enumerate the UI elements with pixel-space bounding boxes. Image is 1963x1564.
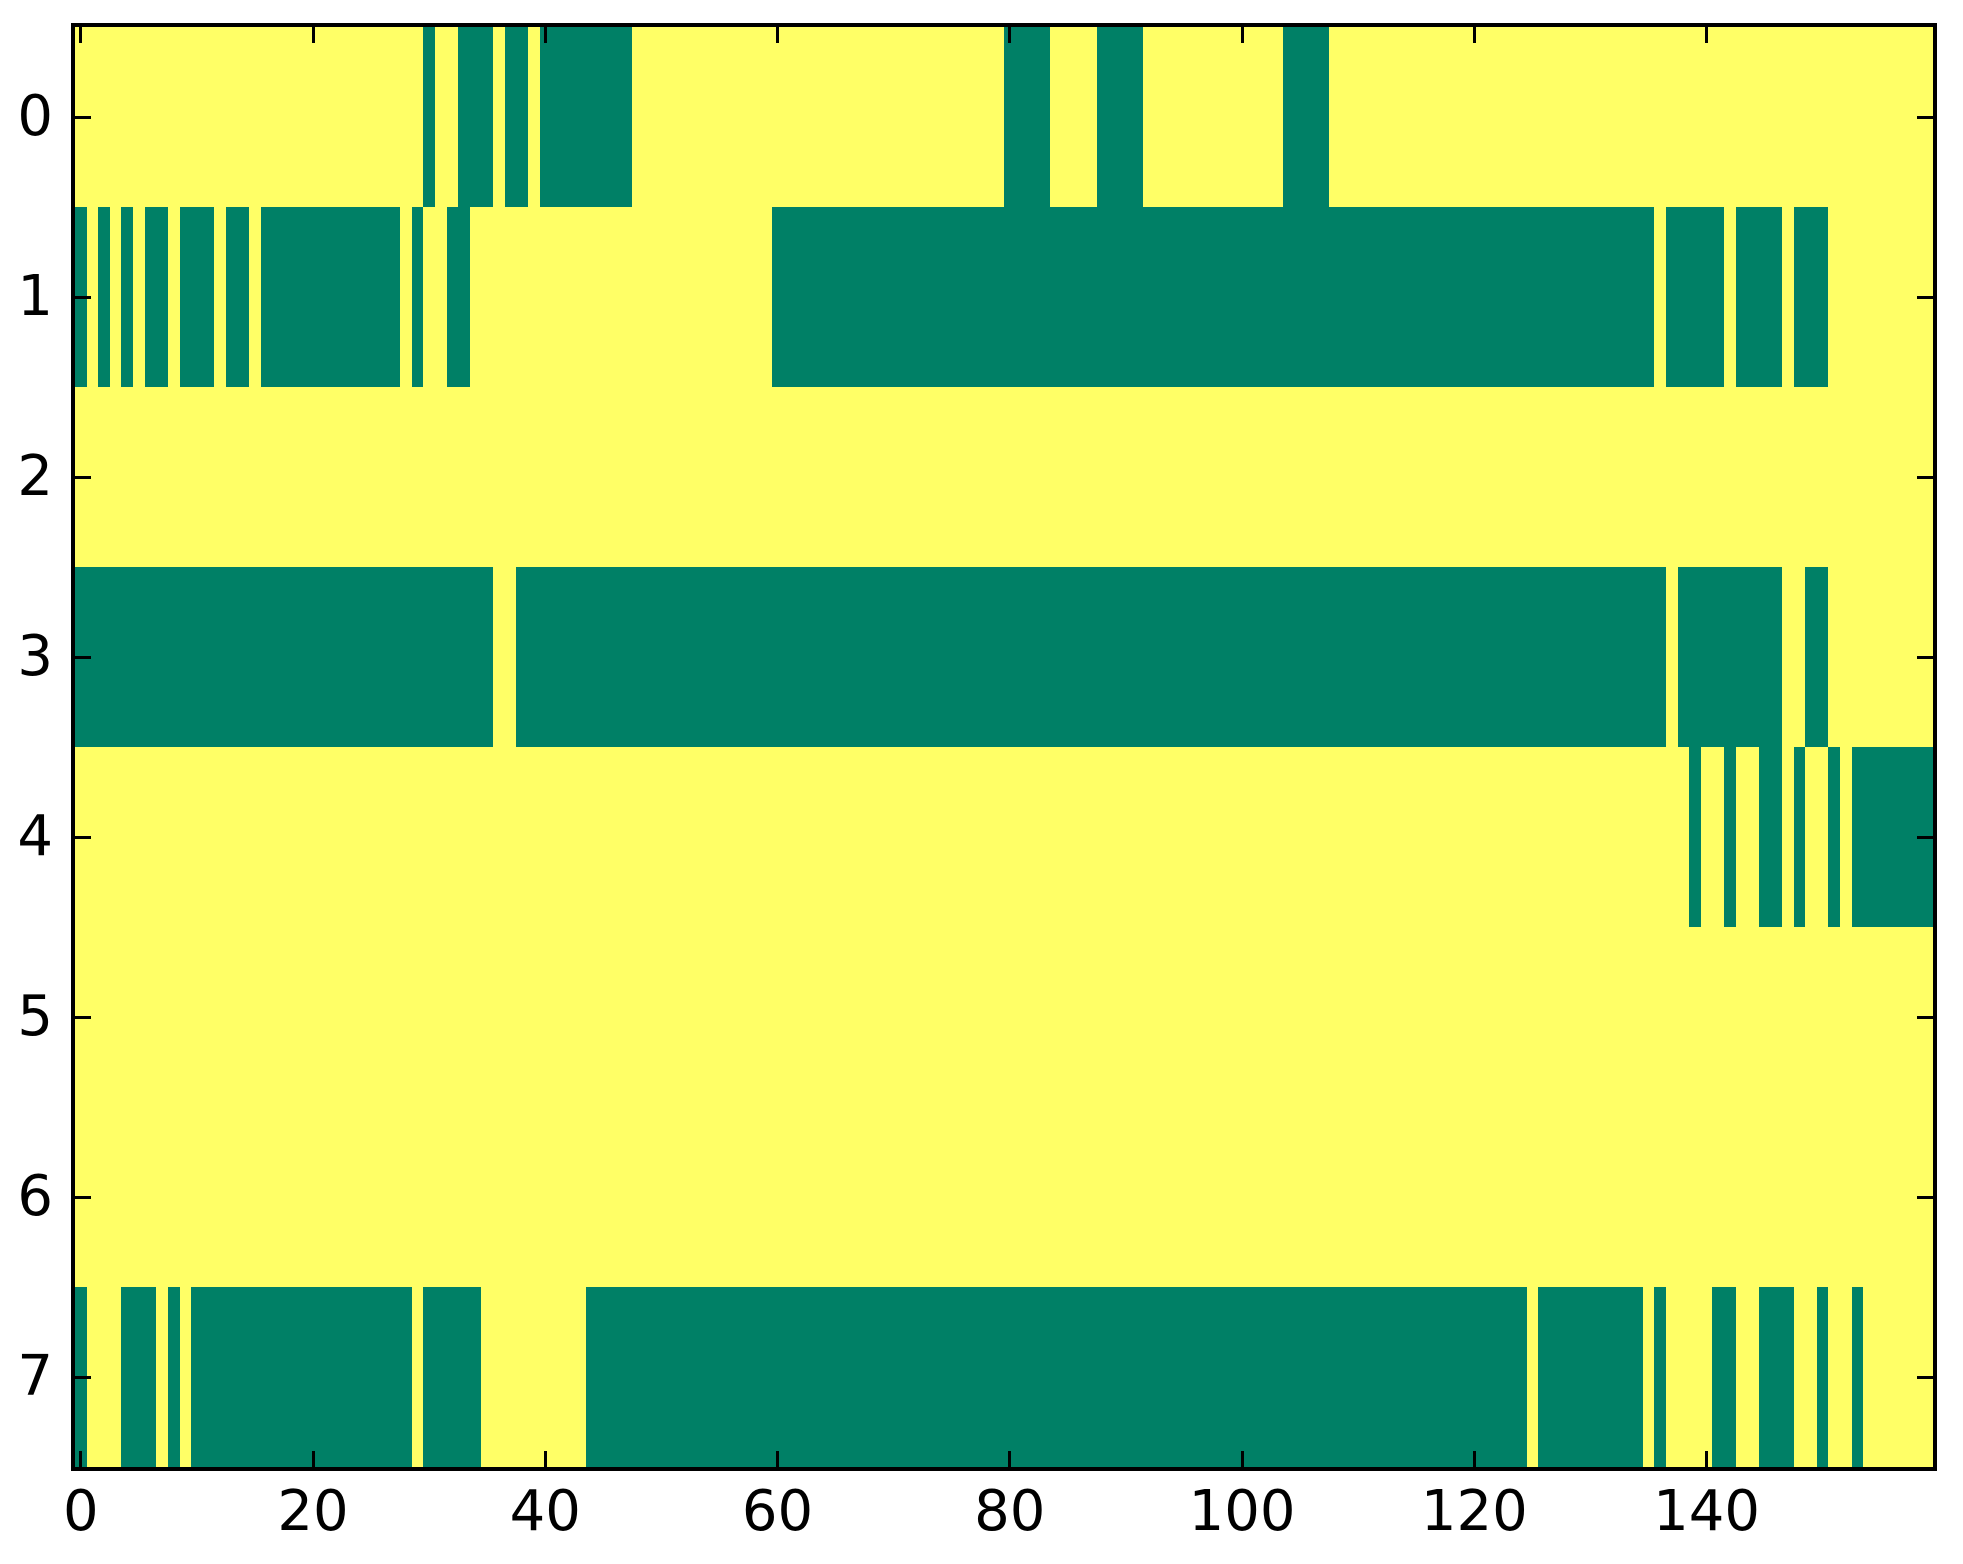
heatmap-segment-row7-11 [1851,1287,1864,1467]
heatmap-segment-row4-3 [1793,747,1806,927]
heatmap-segment-row7-10 [1816,1287,1829,1467]
x-axis-tick-top-0 [79,27,83,43]
x-axis-tick-top-20 [311,27,315,43]
x-axis-tick-bottom-0 [79,1451,83,1467]
heatmap-segment-row4-4 [1828,747,1841,927]
heatmap-segment-row0-4 [1004,27,1051,207]
heatmap-segment-row0-0 [423,27,435,207]
y-tick-label-0: 0 [17,84,53,149]
heatmap-segment-row0-6 [1282,27,1330,207]
heatmap-segment-row1-5 [225,207,250,387]
heatmap-segment-row7-9 [1758,1287,1794,1467]
heatmap-segment-row1-8 [446,207,470,387]
x-axis-tick-top-100 [1240,27,1244,43]
y-axis-tick-right-0 [1917,115,1933,119]
y-axis-tick-left-1 [75,295,91,299]
heatmap-segment-row4-1 [1723,747,1736,927]
heatmap-segment-row1-4 [179,207,215,387]
y-axis-tick-right-4 [1917,835,1933,839]
y-tick-label-1: 1 [17,264,53,329]
heatmap-segment-row1-1 [98,207,110,387]
x-axis-tick-bottom-120 [1472,1451,1476,1467]
heatmap-segment-row1-12 [1793,207,1829,387]
x-axis-tick-bottom-80 [1008,1451,1012,1467]
y-axis-tick-left-7 [75,1375,91,1379]
y-axis-tick-right-6 [1917,1195,1933,1199]
x-tick-label-100: 100 [1188,1479,1296,1544]
x-tick-label-60: 60 [741,1479,814,1544]
y-axis-tick-left-6 [75,1195,91,1199]
x-axis-tick-bottom-40 [543,1451,547,1467]
y-axis-tick-right-5 [1917,1015,1933,1019]
x-tick-label-140: 140 [1653,1479,1760,1544]
heatmap-segment-row1-11 [1735,207,1783,387]
heatmap-segment-row1-3 [144,207,168,387]
x-axis-tick-top-40 [543,27,547,43]
heatmap-segment-row1-2 [121,207,134,387]
y-axis-tick-right-3 [1917,655,1933,659]
x-tick-label-40: 40 [509,1479,581,1544]
heatmap-segment-row7-5 [585,1287,1527,1467]
y-tick-label-4: 4 [17,804,53,869]
x-axis-tick-top-60 [776,27,780,43]
heatmap-segment-row3-0 [75,567,494,747]
x-axis-tick-bottom-60 [776,1451,780,1467]
heatmap-segment-row7-1 [121,1287,157,1467]
y-axis-tick-right-1 [1917,295,1933,299]
y-axis-tick-left-4 [75,835,91,839]
x-tick-label-0: 0 [62,1479,99,1544]
x-axis-tick-bottom-140 [1705,1451,1709,1467]
x-tick-label-80: 80 [974,1479,1046,1544]
y-axis-tick-right-2 [1917,475,1933,479]
heatmap-segment-row7-6 [1538,1287,1643,1467]
heatmap-segment-row7-8 [1712,1287,1736,1467]
heatmap-segment-row0-5 [1096,27,1144,207]
heatmap-segment-row1-6 [260,207,401,387]
x-axis-tick-bottom-20 [311,1451,315,1467]
y-tick-label-3: 3 [17,624,53,689]
x-axis-tick-top-80 [1008,27,1012,43]
heatmap-segment-row3-2 [1677,567,1783,747]
y-tick-label-7: 7 [17,1344,53,1409]
x-axis-tick-top-140 [1705,27,1709,43]
heatmap-segment-row0-2 [504,27,528,207]
heatmap-segment-row1-7 [411,207,424,387]
y-axis-tick-left-3 [75,655,91,659]
heatmap-segment-row3-3 [1805,567,1829,747]
y-tick-label-6: 6 [17,1164,53,1229]
y-tick-label-2: 2 [17,444,53,509]
y-axis-tick-right-7 [1917,1375,1933,1379]
y-axis-tick-left-0 [75,115,91,119]
heatmap-segment-row3-1 [516,567,1666,747]
heatmap-segment-row7-4 [423,1287,482,1467]
x-axis-tick-top-120 [1472,27,1476,43]
x-axis-tick-bottom-100 [1240,1451,1244,1467]
heatmap-segment-row7-7 [1654,1287,1666,1467]
x-tick-label-20: 20 [277,1479,349,1544]
heatmap-segment-row4-2 [1758,747,1783,927]
y-tick-label-5: 5 [17,984,53,1049]
x-tick-label-120: 120 [1420,1479,1528,1544]
heatmap-segment-row0-1 [458,27,494,207]
plot-area [71,23,1937,1471]
heatmap-segment-row0-3 [539,27,633,207]
y-axis-tick-left-5 [75,1015,91,1019]
heatmap-segment-row7-3 [191,1287,412,1467]
heatmap-segment-row1-10 [1665,207,1724,387]
heatmap-segment-row1-9 [771,207,1655,387]
heatmap-segment-row4-0 [1689,747,1701,927]
y-axis-tick-left-2 [75,475,91,479]
heatmap-segment-row7-2 [167,1287,180,1467]
